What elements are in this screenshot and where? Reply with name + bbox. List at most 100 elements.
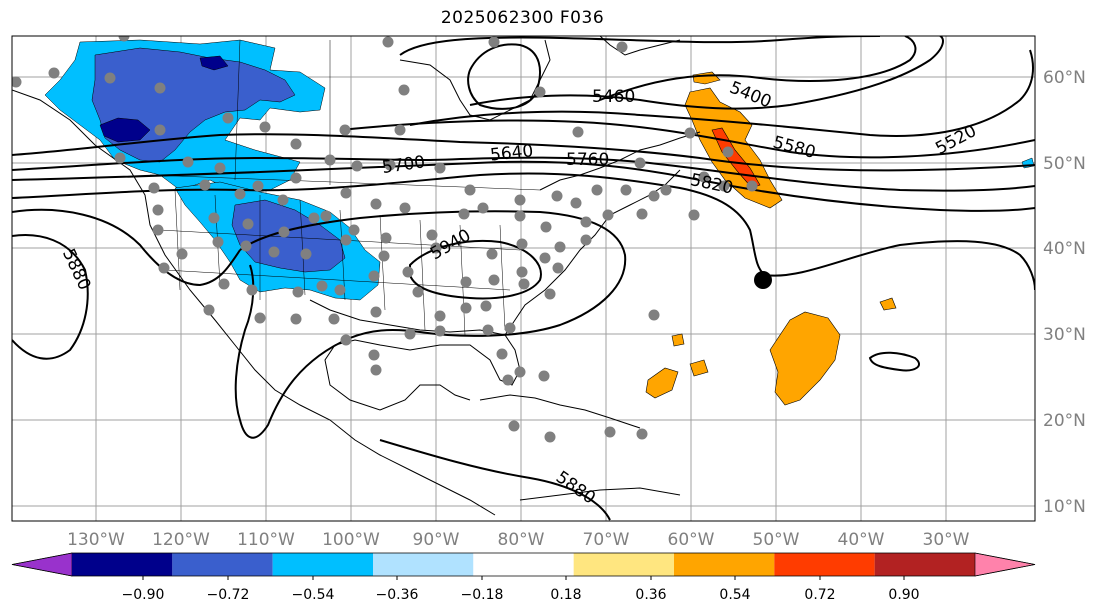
station-marker bbox=[458, 208, 470, 220]
station-marker bbox=[688, 209, 700, 221]
station-marker bbox=[539, 252, 551, 264]
darkblue-region-small bbox=[199, 55, 229, 71]
caribbean bbox=[479, 394, 641, 429]
contour-label-5640: 5640 bbox=[489, 141, 534, 165]
station-marker bbox=[218, 278, 230, 290]
station-marker bbox=[477, 202, 489, 214]
latitude-label: 20°N bbox=[1043, 411, 1086, 431]
station-marker bbox=[580, 216, 592, 228]
station-marker bbox=[572, 126, 584, 138]
longitude-label: 80°W bbox=[498, 530, 545, 550]
longitude-label: 60°W bbox=[668, 530, 715, 550]
station-marker bbox=[538, 370, 550, 382]
colorbar-segment bbox=[72, 553, 173, 576]
contour-5760 bbox=[12, 160, 1035, 212]
positive-anomaly-areas bbox=[645, 71, 897, 406]
station-marker bbox=[398, 84, 410, 96]
station-marker bbox=[488, 274, 500, 286]
colorbar-tick-label: −0.72 bbox=[207, 587, 250, 603]
station-marker bbox=[636, 428, 648, 440]
colorbar-tick-label: 0.18 bbox=[550, 587, 581, 603]
contour-5880-atlantic bbox=[868, 351, 920, 372]
longitude-label: 100°W bbox=[322, 530, 380, 550]
station-marker bbox=[718, 180, 730, 192]
station-marker bbox=[384, 159, 396, 171]
contour-north-big bbox=[399, 36, 881, 56]
station-marker bbox=[176, 248, 188, 260]
longitude-label: 50°W bbox=[753, 530, 800, 550]
station-marker bbox=[234, 188, 246, 200]
station-marker bbox=[514, 194, 526, 206]
station-marker bbox=[660, 184, 672, 196]
colorbar-outline bbox=[11, 552, 1036, 577]
station-marker bbox=[152, 224, 164, 236]
station-marker bbox=[591, 184, 603, 196]
station-marker bbox=[158, 262, 170, 274]
station-marker bbox=[620, 184, 632, 196]
orange-small-2 bbox=[879, 297, 897, 311]
longitude-label: 110°W bbox=[237, 530, 295, 550]
station-marker bbox=[370, 198, 382, 210]
contour-5640 bbox=[12, 133, 1035, 172]
station-marker bbox=[534, 86, 546, 98]
colorbar-tick-labels: −0.90 −0.72 −0.54 −0.36 −0.18 0.18 0.36 0.54 0.7… bbox=[122, 576, 920, 603]
colorbar-segment bbox=[473, 553, 574, 576]
station-marker bbox=[486, 248, 498, 260]
longitude-label: 130°W bbox=[67, 530, 125, 550]
station-marker bbox=[199, 179, 211, 191]
station-marker bbox=[12, 76, 22, 88]
station-marker bbox=[502, 374, 514, 386]
station-marker bbox=[348, 224, 360, 236]
contour-5400 bbox=[599, 36, 917, 101]
station-marker bbox=[334, 284, 346, 296]
station-marker bbox=[604, 426, 616, 438]
station-marker bbox=[404, 328, 416, 340]
colorbar-segment bbox=[172, 553, 273, 576]
colorbar-extend-low bbox=[11, 552, 73, 577]
station-marker bbox=[464, 184, 476, 196]
orange-small-3 bbox=[689, 359, 709, 377]
station-marker bbox=[434, 325, 446, 337]
station-marker bbox=[368, 349, 380, 361]
station-marker bbox=[504, 322, 516, 334]
orange-small-1 bbox=[671, 333, 685, 347]
station-marker bbox=[616, 41, 628, 53]
station-marker bbox=[544, 431, 556, 443]
station-marker bbox=[154, 124, 166, 136]
longitude-label: 30°W bbox=[923, 530, 970, 550]
station-marker bbox=[722, 146, 734, 158]
station-marker bbox=[152, 204, 164, 216]
station-marker bbox=[222, 112, 234, 124]
station-marker bbox=[351, 160, 363, 172]
latitude-label: 60°N bbox=[1043, 68, 1086, 88]
station-markers bbox=[12, 36, 758, 443]
station-marker bbox=[212, 236, 224, 248]
longitude-label: 120°W bbox=[152, 530, 210, 550]
colorbar bbox=[11, 552, 1036, 577]
contour-5880-west bbox=[12, 234, 89, 360]
north-america-coast bbox=[12, 89, 496, 516]
colorbar-tick-label: −0.36 bbox=[376, 587, 419, 603]
station-marker bbox=[340, 234, 352, 246]
colorbar-segment bbox=[874, 553, 975, 576]
station-marker bbox=[208, 212, 220, 224]
station-marker bbox=[278, 226, 290, 238]
station-marker bbox=[328, 313, 340, 325]
station-marker bbox=[370, 364, 382, 376]
colorbar-tick-label: 0.72 bbox=[804, 587, 835, 603]
contour-5880-west-inner bbox=[12, 208, 241, 287]
station-marker bbox=[259, 121, 271, 133]
station-marker bbox=[118, 36, 130, 42]
lat-lon-grid bbox=[12, 36, 1035, 521]
station-marker bbox=[340, 334, 352, 346]
map-title: 2025062300 F036 bbox=[440, 8, 605, 28]
station-marker bbox=[570, 197, 582, 209]
colorbar-tick-label: 0.36 bbox=[635, 587, 666, 603]
station-marker bbox=[300, 248, 312, 260]
contour-5880-south bbox=[379, 439, 611, 521]
colorbar-segment bbox=[573, 553, 674, 576]
contour-5940 bbox=[409, 239, 542, 300]
colorbar-tick-label: −0.90 bbox=[122, 587, 165, 603]
station-marker bbox=[394, 124, 406, 136]
